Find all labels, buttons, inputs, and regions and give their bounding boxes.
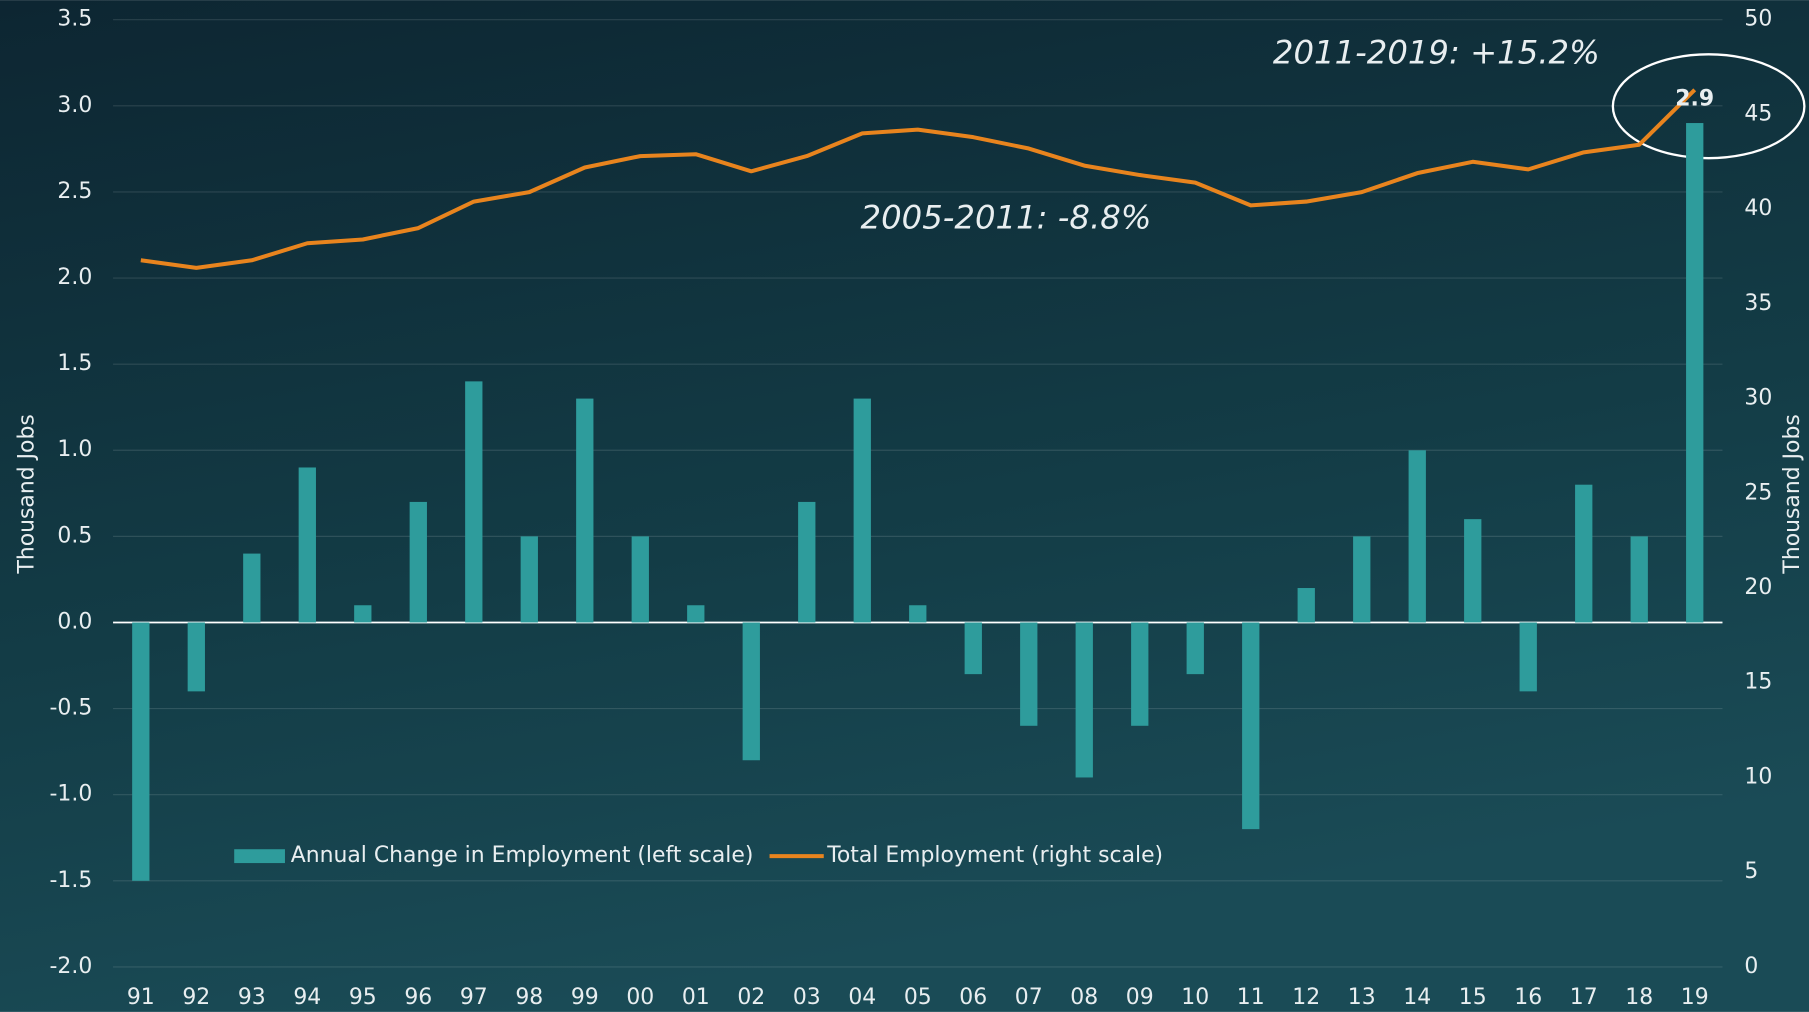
x-tick-label: 04 bbox=[848, 985, 876, 1010]
bar bbox=[576, 398, 594, 623]
bar bbox=[1575, 484, 1593, 623]
x-tick-label: 05 bbox=[904, 985, 932, 1010]
bar bbox=[465, 381, 483, 623]
x-tick-label: 98 bbox=[515, 985, 543, 1010]
x-tick-label: 12 bbox=[1292, 985, 1320, 1010]
y-tick-label: 3.0 bbox=[57, 93, 92, 118]
x-tick-label: 03 bbox=[793, 985, 821, 1010]
x-tick-label: 94 bbox=[293, 985, 321, 1010]
y-tick-label: -1.0 bbox=[50, 782, 93, 807]
x-tick-label: 99 bbox=[571, 985, 599, 1010]
y2-tick-label: 40 bbox=[1744, 196, 1772, 221]
bar bbox=[1464, 519, 1482, 623]
bar bbox=[354, 605, 372, 623]
y-tick-label: 1.0 bbox=[57, 437, 92, 462]
bar bbox=[132, 622, 150, 881]
bar bbox=[1408, 450, 1426, 623]
x-tick-label: 07 bbox=[1015, 985, 1043, 1010]
x-tick-label: 01 bbox=[682, 985, 710, 1010]
x-tick-label: 17 bbox=[1570, 985, 1598, 1010]
bar bbox=[187, 622, 205, 692]
y2-tick-label: 35 bbox=[1744, 291, 1772, 316]
x-tick-label: 92 bbox=[182, 985, 210, 1010]
bar bbox=[742, 622, 760, 761]
legend-swatch bbox=[234, 849, 285, 864]
annotation: 2011-2019: +15.2% bbox=[1273, 33, 1600, 71]
y-tick-label: 1.5 bbox=[57, 351, 92, 376]
x-tick-label: 14 bbox=[1403, 985, 1431, 1010]
y-tick-label: -0.5 bbox=[50, 696, 93, 721]
x-tick-label: 95 bbox=[349, 985, 377, 1010]
bar bbox=[409, 501, 427, 623]
x-tick-label: 00 bbox=[626, 985, 654, 1010]
annotation: 2005-2011: -8.8% bbox=[861, 198, 1152, 236]
x-tick-label: 13 bbox=[1348, 985, 1376, 1010]
x-tick-label: 08 bbox=[1070, 985, 1098, 1010]
x-tick-label: 15 bbox=[1459, 985, 1487, 1010]
bar bbox=[298, 467, 316, 623]
y2-tick-label: 45 bbox=[1744, 101, 1772, 126]
y-tick-label: -1.5 bbox=[50, 868, 93, 893]
bar bbox=[1075, 622, 1093, 778]
highlight-ellipse bbox=[1611, 53, 1806, 160]
x-tick-label: 09 bbox=[1126, 985, 1154, 1010]
bar bbox=[1297, 588, 1315, 623]
bar bbox=[1353, 536, 1371, 623]
y2-tick-label: 20 bbox=[1744, 575, 1772, 600]
bar bbox=[687, 605, 705, 623]
bar bbox=[1186, 622, 1204, 675]
data-label: 2.9 bbox=[1675, 86, 1714, 111]
y-tick-label: 2.5 bbox=[57, 179, 92, 204]
y2-tick-label: 5 bbox=[1744, 859, 1758, 884]
y2-tick-label: 25 bbox=[1744, 480, 1772, 505]
x-tick-label: 97 bbox=[460, 985, 488, 1010]
x-tick-label: 93 bbox=[238, 985, 266, 1010]
bar bbox=[520, 536, 538, 623]
x-tick-label: 02 bbox=[737, 985, 765, 1010]
bar bbox=[243, 553, 261, 623]
legend-label: Annual Change in Employment (left scale) bbox=[291, 843, 754, 868]
bar bbox=[1242, 622, 1260, 830]
y2-tick-label: 10 bbox=[1744, 764, 1772, 789]
y2-tick-label: 15 bbox=[1744, 670, 1772, 695]
line bbox=[140, 88, 1697, 270]
y2-tick-label: 0 bbox=[1744, 954, 1758, 979]
bar bbox=[1686, 123, 1704, 623]
y2-tick-label: 50 bbox=[1744, 7, 1772, 32]
bar bbox=[1630, 536, 1648, 623]
bar bbox=[798, 501, 816, 623]
y-axis-label: Thousand Jobs bbox=[15, 414, 40, 574]
legend-label: Total Employment (right scale) bbox=[826, 843, 1163, 868]
y-tick-label: 0.0 bbox=[57, 609, 92, 634]
x-tick-label: 91 bbox=[127, 985, 155, 1010]
y-tick-label: -2.0 bbox=[50, 954, 93, 979]
bar bbox=[853, 398, 871, 623]
bar bbox=[1519, 622, 1537, 692]
y-tick-label: 0.5 bbox=[57, 523, 92, 548]
y2-axis-label: Thousand Jobs bbox=[1780, 414, 1805, 574]
bar bbox=[631, 536, 649, 623]
y2-tick-label: 30 bbox=[1744, 386, 1772, 411]
bar bbox=[1131, 622, 1149, 726]
x-tick-label: 06 bbox=[959, 985, 987, 1010]
bar bbox=[964, 622, 982, 675]
x-tick-label: 11 bbox=[1237, 985, 1265, 1010]
x-tick-label: 16 bbox=[1514, 985, 1542, 1010]
x-tick-label: 19 bbox=[1681, 985, 1709, 1010]
x-tick-label: 96 bbox=[404, 985, 432, 1010]
bar bbox=[909, 605, 927, 623]
x-tick-label: 10 bbox=[1181, 985, 1209, 1010]
bar bbox=[1020, 622, 1038, 726]
x-tick-label: 18 bbox=[1625, 985, 1653, 1010]
y-tick-label: 3.5 bbox=[57, 7, 92, 32]
y-tick-label: 2.0 bbox=[57, 265, 92, 290]
